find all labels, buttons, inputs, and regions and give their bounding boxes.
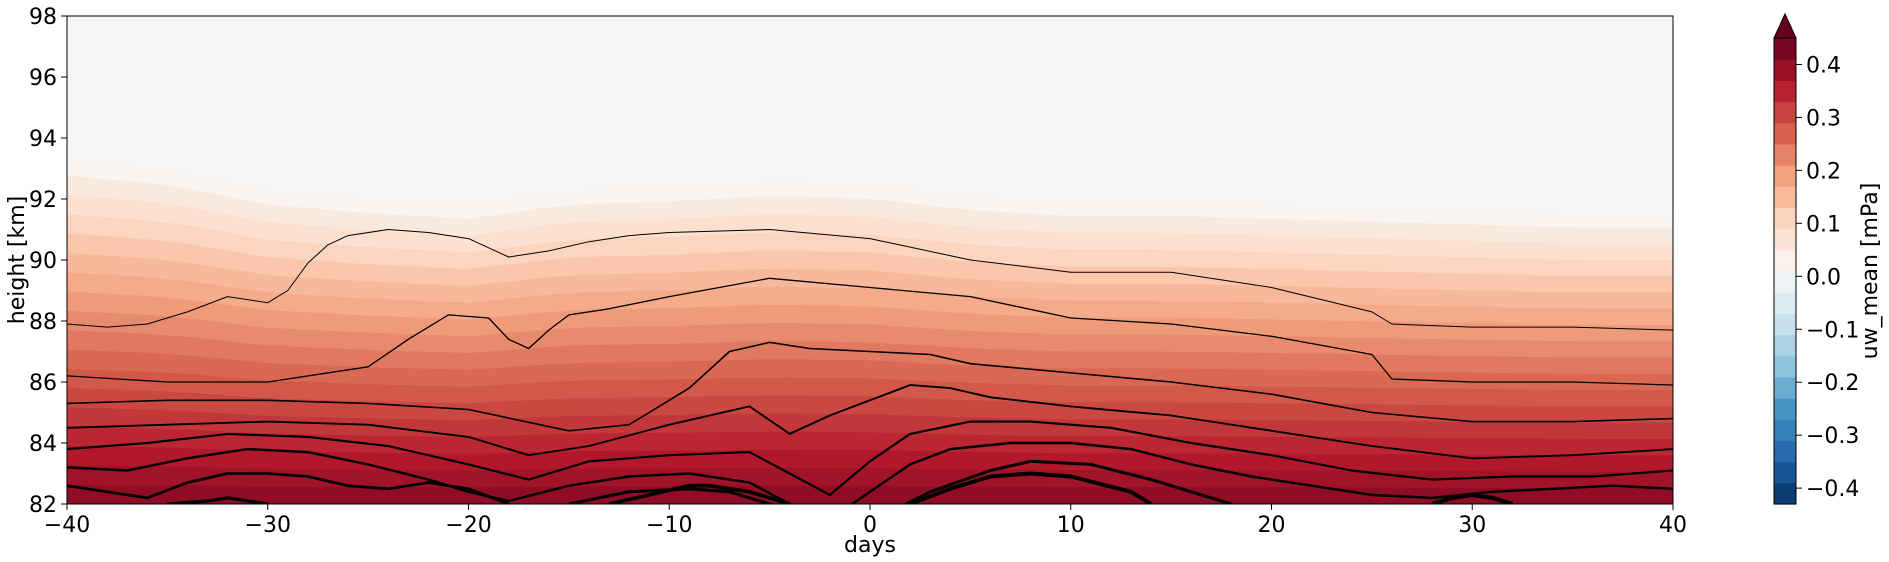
colorbar-segment bbox=[1774, 143, 1796, 166]
contour-line-11 bbox=[1431, 492, 1514, 504]
colorbar-tick-label: 0.2 bbox=[1806, 159, 1841, 184]
colorbar-segment bbox=[1774, 186, 1796, 209]
x-tick-label: 10 bbox=[1057, 513, 1085, 538]
colorbar-tick-label: −0.3 bbox=[1806, 424, 1859, 449]
x-tick-label: −10 bbox=[646, 513, 692, 538]
colorbar-segment bbox=[1774, 165, 1796, 187]
contour-lines bbox=[67, 229, 1673, 504]
x-tick-label: 20 bbox=[1258, 513, 1286, 538]
colorbar-segment bbox=[1774, 355, 1796, 378]
colorbar-segment bbox=[1774, 249, 1796, 272]
x-axis: −40 −30 −20 −10 0 10 20 30 40 bbox=[44, 504, 1687, 538]
colorbar-frame bbox=[1773, 37, 1797, 505]
colorbar-tick-label: 0.0 bbox=[1806, 265, 1841, 290]
contour-line-4 bbox=[67, 420, 1673, 496]
colorbar: −0.4 −0.3 −0.2 −0.1 0.0 0.1 0.2 0.3 0.4 bbox=[1773, 12, 1859, 505]
x-axis-label: days bbox=[844, 533, 896, 558]
colorbar-segment bbox=[1774, 122, 1796, 145]
filled-contour-bands bbox=[67, 156, 1673, 504]
contour-line-10 bbox=[909, 471, 1153, 504]
colorbar-tick-label: −0.2 bbox=[1806, 371, 1859, 396]
colorbar-label: uw_mean [mPa] bbox=[1858, 183, 1883, 360]
colorbar-tick-label: 0.1 bbox=[1806, 212, 1841, 237]
y-tick-label: 94 bbox=[29, 127, 57, 152]
colorbar-segment bbox=[1774, 292, 1796, 314]
contour-line-9 bbox=[608, 483, 791, 504]
y-tick-label: 86 bbox=[29, 371, 57, 396]
y-tick-label: 82 bbox=[29, 493, 57, 518]
y-axis-label: height [km] bbox=[5, 196, 30, 324]
colorbar-tick-label: −0.1 bbox=[1806, 318, 1859, 343]
colorbar-segment bbox=[1774, 228, 1796, 251]
colorbar-tick-label: −0.4 bbox=[1806, 477, 1859, 502]
x-tick-label: 0 bbox=[863, 513, 877, 538]
colorbar-segment bbox=[1774, 334, 1796, 357]
y-tick-label: 84 bbox=[29, 432, 57, 457]
y-tick-label: 90 bbox=[29, 249, 57, 274]
colorbar-tick-label: 0.4 bbox=[1806, 53, 1841, 78]
colorbar-segment bbox=[1774, 38, 1796, 60]
contour-line-7 bbox=[568, 459, 1232, 504]
colorbar-segment bbox=[1774, 398, 1796, 420]
x-tick-label: −30 bbox=[245, 513, 291, 538]
colorbar-segment bbox=[1774, 313, 1796, 336]
y-tick-label: 98 bbox=[29, 5, 57, 30]
colorbar-segment bbox=[1774, 271, 1796, 293]
colorbar-segment bbox=[1774, 59, 1796, 81]
colorbar-tick-label: 0.3 bbox=[1806, 106, 1841, 131]
colorbar-segment bbox=[1774, 207, 1796, 230]
contour-band-17 bbox=[67, 484, 1673, 504]
colorbar-segment bbox=[1774, 101, 1796, 124]
contour-line-8 bbox=[167, 496, 269, 504]
contour-line-2 bbox=[67, 341, 1673, 432]
contour-line-6 bbox=[67, 472, 510, 504]
y-tick-label: 96 bbox=[29, 66, 57, 91]
colorbar-segment bbox=[1774, 482, 1796, 505]
contour-line-5 bbox=[67, 441, 1673, 504]
y-axis: 82 84 86 88 90 92 94 96 98 bbox=[29, 5, 67, 518]
x-tick-label: −20 bbox=[445, 513, 491, 538]
contour-line-3 bbox=[67, 384, 1673, 460]
colorbar-segment bbox=[1774, 419, 1796, 442]
x-tick-label: 40 bbox=[1659, 513, 1687, 538]
contour-line-1 bbox=[67, 277, 1673, 386]
y-tick-label: 92 bbox=[29, 188, 57, 213]
colorbar-segment bbox=[1774, 376, 1796, 399]
colorbar-segment bbox=[1774, 440, 1796, 463]
contour-line-0 bbox=[67, 229, 1673, 331]
y-tick-label: 88 bbox=[29, 310, 57, 335]
colorbar-segment bbox=[1774, 461, 1796, 484]
colorbar-extend-max bbox=[1773, 12, 1797, 39]
x-tick-label: 30 bbox=[1458, 513, 1486, 538]
x-tick-label: −40 bbox=[44, 513, 90, 538]
colorbar-segment bbox=[1774, 80, 1796, 103]
